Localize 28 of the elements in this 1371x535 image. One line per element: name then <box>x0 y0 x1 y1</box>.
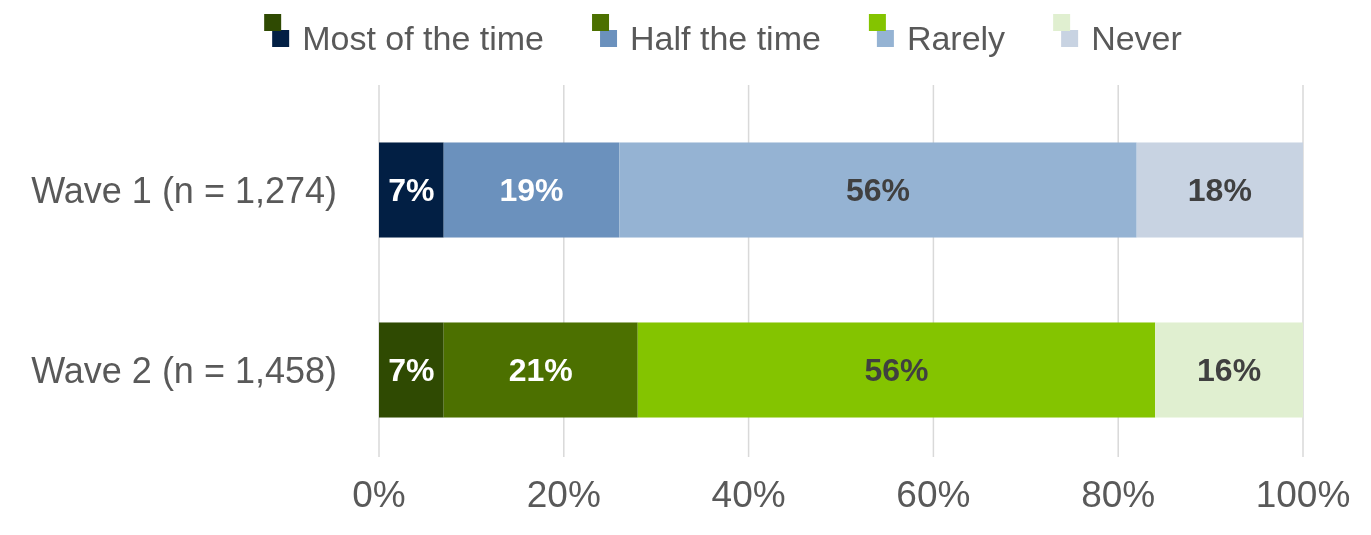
data-label: 7% <box>388 172 435 208</box>
y-tick-label: Wave 2 (n = 1,458) <box>31 349 337 391</box>
bar <box>443 322 638 418</box>
legend-label: Most of the time <box>302 19 545 57</box>
legend-label: Never <box>1091 19 1182 57</box>
bar <box>1136 142 1303 238</box>
data-label: 56% <box>845 172 910 208</box>
legend-label: Half the time <box>630 19 821 57</box>
legend-label: Rarely <box>906 19 1006 57</box>
bar <box>637 322 1156 418</box>
bar <box>443 142 620 238</box>
x-tick-label: 20% <box>526 473 601 515</box>
data-label: 21% <box>508 352 573 388</box>
y-tick-label: Wave 1 (n = 1,274) <box>31 169 337 211</box>
x-tick-label: 80% <box>1081 473 1156 515</box>
bar <box>379 322 444 418</box>
x-tick-label: 0% <box>352 473 406 515</box>
x-tick-label: 60% <box>896 473 971 515</box>
data-label: 7% <box>388 352 435 388</box>
data-label: 18% <box>1187 172 1252 208</box>
bar <box>1155 322 1303 418</box>
x-tick-label: 40% <box>711 473 786 515</box>
x-tick-label: 100% <box>1255 473 1351 515</box>
data-label: 16% <box>1197 352 1262 388</box>
bar <box>379 142 444 238</box>
data-label: 19% <box>499 172 564 208</box>
bar <box>619 142 1137 238</box>
data-label: 56% <box>864 352 929 388</box>
